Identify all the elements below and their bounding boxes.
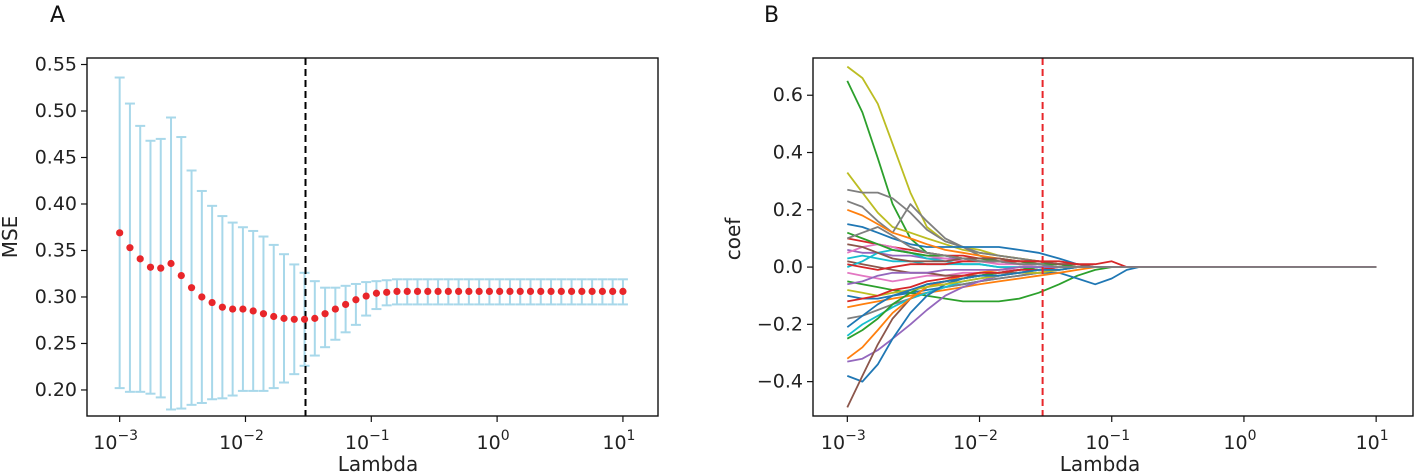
mse-point (403, 287, 411, 295)
mse-point (239, 305, 247, 313)
panel-b-label: B (764, 3, 779, 28)
mse-point (229, 305, 237, 313)
mse-point (280, 314, 288, 322)
panel-b-y-tick-label: 0.6 (773, 84, 803, 106)
panel-a-y-tick-label: 0.50 (35, 100, 77, 122)
mse-point (136, 255, 144, 263)
mse-point (393, 287, 401, 295)
panel-a-label: A (50, 3, 65, 28)
panel-b-x-tick-label: 10−2 (953, 428, 998, 454)
mse-point (342, 300, 350, 309)
mse-point (578, 287, 586, 295)
panel-a-x-tick-label: 10−2 (219, 428, 264, 454)
mse-point (547, 287, 555, 295)
mse-point (372, 289, 381, 297)
mse-point (454, 287, 463, 295)
panel-a-y-tick-label: 0.45 (35, 146, 77, 168)
panel-b-plot-area (846, 58, 1377, 416)
mse-point (290, 315, 298, 323)
mse-point (157, 264, 165, 272)
mse-point (465, 287, 473, 295)
panel-a-y-tick-label: 0.20 (35, 379, 77, 401)
mse-point (352, 296, 360, 304)
mse-point (259, 310, 268, 318)
panel-b-y-ticks: −0.4 −0.2 0.0 0.2 0.4 0.6 (757, 84, 813, 393)
mse-point (567, 287, 576, 295)
panel-a-x-ticks: 10−3 10−2 10−1 100 101 (93, 416, 635, 454)
mse-point (311, 314, 319, 322)
mse-point (609, 287, 617, 295)
panel-a-x-tick-label: 10−3 (93, 428, 138, 454)
mse-point (331, 305, 339, 313)
panel-b-x-tick-label: 10−1 (1085, 428, 1130, 454)
mse-point (177, 271, 185, 280)
panel-a-y-axis-label: MSE (0, 216, 22, 259)
mse-point (116, 229, 124, 237)
mse-point (475, 287, 483, 295)
coef-path-c1 (846, 65, 1377, 269)
panel-b-coef-plot: B 10−3 10−2 10−1 100 101 −0.4 −0.2 0.0 0.2 0.4 0.… (721, 3, 1414, 473)
panel-a-y-tick-label: 0.35 (35, 239, 77, 261)
mse-point (198, 293, 206, 301)
panel-b-y-axis-label: coef (721, 217, 745, 261)
mse-point (588, 287, 596, 295)
mse-point (444, 287, 452, 295)
panel-b-frame (812, 57, 1414, 417)
panel-b-x-tick-label: 101 (1356, 428, 1389, 454)
mse-point (619, 287, 627, 295)
panel-a-y-tick-label: 0.40 (35, 193, 77, 215)
panel-b-x-ticks: 10−3 10−2 10−1 100 101 (821, 416, 1389, 454)
mse-point (270, 312, 278, 321)
mse-point (526, 287, 535, 295)
panel-b-x-tick-label: 10−3 (821, 428, 866, 454)
mse-point (300, 315, 309, 323)
mse-point (383, 288, 391, 296)
panel-b-x-axis-label: Lambda (1060, 452, 1141, 473)
panel-b-y-tick-label: −0.2 (757, 313, 803, 335)
mse-point (218, 303, 226, 311)
mse-point (434, 287, 442, 295)
panel-a-mse-plot: A 10−3 10−2 10−1 100 101 0.20 0.25 0.30 0.35 0.4… (0, 3, 659, 473)
mse-point (516, 287, 524, 295)
panel-a-x-axis-label: Lambda (338, 452, 419, 473)
mse-point (321, 310, 329, 318)
mse-point (413, 287, 422, 295)
panel-a-x-tick-label: 100 (477, 428, 510, 454)
panel-a-y-tick-label: 0.55 (35, 54, 77, 76)
panel-b-y-tick-label: −0.4 (757, 371, 803, 393)
mse-point (146, 263, 155, 271)
mse-point (537, 287, 545, 295)
mse-point (485, 287, 494, 295)
mse-point (167, 259, 175, 268)
mse-point (208, 298, 216, 307)
mse-point (424, 287, 432, 295)
panel-a-plot-area (114, 58, 628, 416)
mse-point (496, 287, 504, 295)
panel-b-y-tick-label: 0.2 (773, 199, 803, 221)
coef-path-c30 (847, 260, 1377, 271)
panel-a-x-tick-label: 101 (602, 428, 635, 454)
panel-a-frame (86, 57, 659, 417)
coef-path-c32 (846, 226, 1377, 269)
mse-point (506, 287, 514, 295)
mse-point (557, 287, 565, 295)
mse-point (598, 287, 606, 295)
coef-path-c5 (846, 200, 1377, 269)
panel-a-x-tick-label: 10−1 (345, 428, 390, 454)
mse-point (362, 292, 370, 300)
panel-b-y-tick-label: 0.4 (773, 142, 803, 164)
coef-path-c17 (846, 266, 1377, 337)
coef-path-c14 (847, 266, 1377, 300)
mse-point (249, 307, 257, 315)
panel-a-y-ticks: 0.20 0.25 0.30 0.35 0.40 0.45 0.50 0.55 (35, 54, 87, 401)
mse-point (187, 284, 196, 292)
panel-a-y-tick-label: 0.25 (35, 332, 77, 354)
panel-a-y-tick-label: 0.30 (35, 286, 77, 308)
panel-b-x-tick-label: 100 (1223, 428, 1256, 454)
mse-point (126, 244, 134, 252)
panel-b-y-tick-label: 0.0 (773, 256, 803, 278)
